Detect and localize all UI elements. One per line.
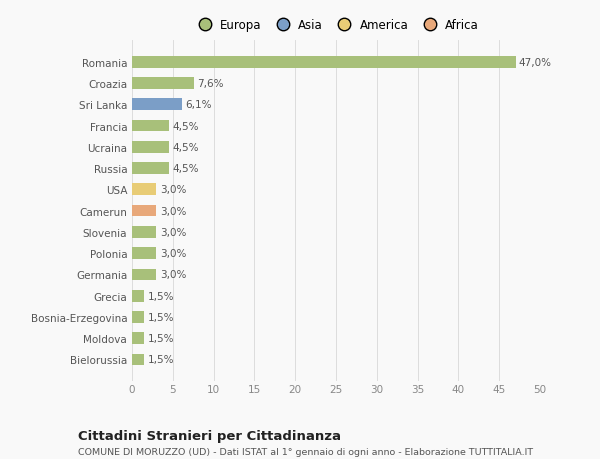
Bar bbox=[132, 269, 157, 280]
Bar bbox=[132, 120, 169, 132]
Text: 3,0%: 3,0% bbox=[160, 206, 186, 216]
Bar bbox=[132, 99, 182, 111]
Bar bbox=[132, 354, 144, 365]
Text: COMUNE DI MORUZZO (UD) - Dati ISTAT al 1° gennaio di ogni anno - Elaborazione TU: COMUNE DI MORUZZO (UD) - Dati ISTAT al 1… bbox=[78, 448, 533, 457]
Text: 1,5%: 1,5% bbox=[148, 355, 174, 365]
Text: 1,5%: 1,5% bbox=[148, 312, 174, 322]
Text: 1,5%: 1,5% bbox=[148, 334, 174, 343]
Text: 3,0%: 3,0% bbox=[160, 249, 186, 258]
Text: 3,0%: 3,0% bbox=[160, 270, 186, 280]
Text: 3,0%: 3,0% bbox=[160, 185, 186, 195]
Bar bbox=[132, 57, 515, 68]
Bar bbox=[132, 227, 157, 238]
Bar bbox=[132, 163, 169, 174]
Bar bbox=[132, 311, 144, 323]
Text: 4,5%: 4,5% bbox=[172, 164, 199, 174]
Bar bbox=[132, 184, 157, 196]
Text: 7,6%: 7,6% bbox=[197, 79, 224, 89]
Text: 47,0%: 47,0% bbox=[519, 57, 552, 67]
Legend: Europa, Asia, America, Africa: Europa, Asia, America, Africa bbox=[193, 19, 479, 32]
Bar bbox=[132, 333, 144, 344]
Text: 1,5%: 1,5% bbox=[148, 291, 174, 301]
Text: Cittadini Stranieri per Cittadinanza: Cittadini Stranieri per Cittadinanza bbox=[78, 429, 341, 442]
Bar bbox=[132, 248, 157, 259]
Text: 6,1%: 6,1% bbox=[185, 100, 212, 110]
Bar bbox=[132, 142, 169, 153]
Bar bbox=[132, 78, 194, 90]
Text: 3,0%: 3,0% bbox=[160, 227, 186, 237]
Bar bbox=[132, 290, 144, 302]
Bar bbox=[132, 205, 157, 217]
Text: 4,5%: 4,5% bbox=[172, 142, 199, 152]
Text: 4,5%: 4,5% bbox=[172, 121, 199, 131]
